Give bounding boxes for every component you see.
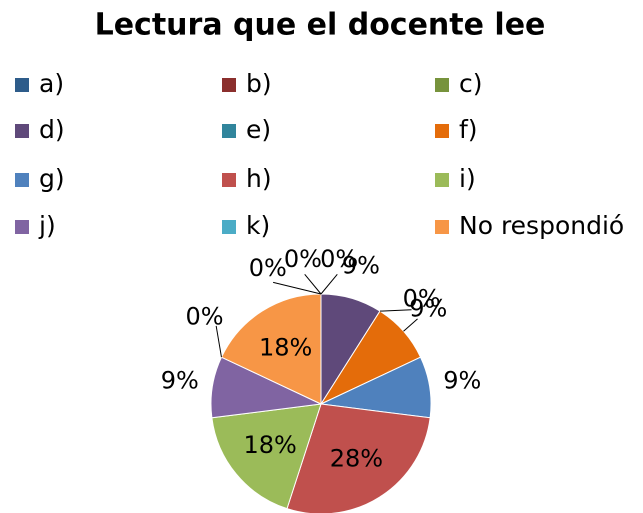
legend-label: k) bbox=[246, 211, 270, 240]
legend-label: e) bbox=[246, 115, 271, 144]
pie-slice bbox=[220, 293, 322, 405]
legend-swatch bbox=[222, 220, 236, 234]
legend-swatch bbox=[435, 78, 449, 92]
chart-title: Lectura que el docente lee bbox=[95, 8, 546, 43]
legend-label: b) bbox=[246, 69, 272, 98]
data-label: 0% bbox=[185, 302, 223, 330]
data-label: 18% bbox=[259, 333, 312, 361]
legend-label: h) bbox=[246, 164, 272, 193]
leader-line bbox=[403, 318, 418, 332]
pie-slice bbox=[211, 403, 322, 510]
data-label: 9% bbox=[443, 367, 481, 395]
leader-line bbox=[379, 309, 412, 312]
legend-label: g) bbox=[39, 164, 65, 193]
data-label: 0% bbox=[284, 245, 322, 273]
legend-label: i) bbox=[459, 164, 476, 193]
legend-swatch bbox=[15, 220, 29, 234]
legend-swatch bbox=[222, 78, 236, 92]
data-label: 0% bbox=[403, 284, 441, 312]
leader-line bbox=[320, 274, 338, 295]
data-label: 9% bbox=[342, 252, 380, 280]
legend-label: f) bbox=[459, 115, 478, 144]
legend-swatch bbox=[435, 220, 449, 234]
legend-label: d) bbox=[39, 115, 65, 144]
legend-swatch bbox=[222, 124, 236, 138]
legend-label: No respondió bbox=[459, 211, 624, 240]
data-label: 9% bbox=[161, 367, 199, 395]
data-label: 18% bbox=[243, 431, 296, 459]
leader-line bbox=[273, 281, 322, 295]
leader-line bbox=[304, 274, 322, 295]
legend-label: j) bbox=[38, 211, 56, 240]
data-label: 0% bbox=[249, 254, 287, 282]
legend-swatch bbox=[435, 124, 449, 138]
pie-slice bbox=[286, 403, 431, 513]
legend-swatch bbox=[15, 173, 29, 187]
legend-swatch bbox=[15, 78, 29, 92]
data-label: 28% bbox=[330, 445, 383, 473]
legend-label: c) bbox=[459, 69, 483, 98]
data-label: 0% bbox=[320, 245, 358, 273]
legend-label: a) bbox=[39, 69, 64, 98]
legend-swatch bbox=[222, 173, 236, 187]
data-label: 9% bbox=[409, 294, 447, 322]
leader-line bbox=[215, 325, 222, 358]
legend-swatch bbox=[435, 173, 449, 187]
legend-swatch bbox=[15, 124, 29, 138]
